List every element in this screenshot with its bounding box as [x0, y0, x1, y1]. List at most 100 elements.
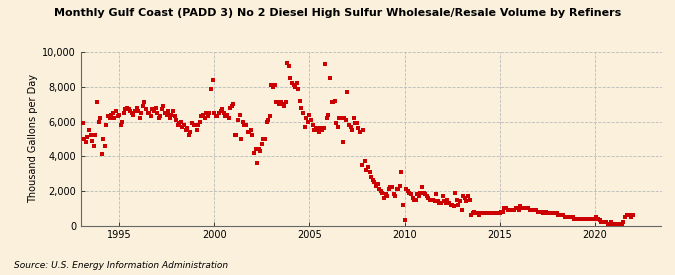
Point: [488, 211, 499, 216]
Point: [272, 100, 283, 105]
Point: [601, 220, 612, 224]
Point: [566, 214, 576, 219]
Point: [221, 112, 232, 117]
Point: [82, 135, 92, 139]
Point: [139, 100, 150, 105]
Point: [207, 78, 218, 82]
Point: [469, 210, 480, 214]
Point: [234, 112, 245, 117]
Point: [521, 206, 532, 210]
Point: [128, 112, 139, 117]
Point: [166, 112, 177, 117]
Point: [518, 206, 529, 210]
Point: [317, 128, 327, 132]
Point: [560, 214, 570, 219]
Point: [461, 199, 472, 204]
Point: [350, 121, 361, 125]
Point: [320, 62, 331, 67]
Point: [466, 213, 477, 217]
Point: [439, 199, 450, 204]
Point: [389, 194, 400, 198]
Point: [367, 178, 378, 183]
Point: [148, 109, 159, 113]
Point: [385, 185, 396, 189]
Point: [293, 86, 304, 91]
Point: [550, 211, 561, 216]
Point: [201, 111, 212, 115]
Point: [191, 128, 202, 132]
Point: [310, 126, 321, 131]
Point: [607, 222, 618, 226]
Point: [155, 114, 166, 119]
Point: [157, 107, 167, 112]
Point: [85, 133, 96, 138]
Point: [453, 202, 464, 207]
Point: [291, 81, 302, 86]
Point: [199, 116, 210, 120]
Point: [144, 111, 155, 115]
Point: [247, 133, 258, 138]
Point: [587, 216, 597, 221]
Point: [616, 222, 627, 226]
Point: [145, 114, 156, 119]
Point: [126, 111, 137, 115]
Point: [299, 125, 310, 129]
Point: [501, 206, 512, 210]
Point: [260, 137, 271, 141]
Point: [308, 128, 319, 132]
Point: [153, 116, 164, 120]
Point: [177, 125, 188, 129]
Point: [602, 222, 613, 226]
Point: [507, 208, 518, 212]
Point: [489, 211, 500, 216]
Point: [91, 100, 102, 105]
Point: [285, 76, 296, 80]
Point: [406, 192, 416, 197]
Point: [497, 210, 508, 214]
Point: [348, 116, 359, 120]
Point: [499, 206, 510, 210]
Point: [418, 190, 429, 195]
Point: [339, 116, 350, 120]
Point: [467, 211, 478, 216]
Point: [543, 211, 554, 216]
Point: [267, 85, 278, 89]
Point: [244, 130, 254, 134]
Point: [553, 213, 564, 217]
Point: [99, 144, 110, 148]
Point: [510, 206, 521, 210]
Point: [172, 123, 183, 127]
Point: [380, 192, 391, 197]
Point: [462, 194, 473, 198]
Point: [452, 197, 462, 202]
Point: [561, 214, 572, 219]
Point: [328, 100, 339, 105]
Point: [239, 123, 250, 127]
Point: [252, 161, 263, 165]
Point: [496, 210, 507, 214]
Point: [333, 125, 344, 129]
Point: [623, 213, 634, 217]
Point: [147, 107, 158, 112]
Point: [220, 114, 231, 119]
Point: [512, 206, 522, 210]
Point: [556, 213, 567, 217]
Point: [515, 204, 526, 209]
Point: [163, 109, 173, 113]
Point: [558, 213, 568, 217]
Point: [514, 208, 524, 212]
Point: [481, 211, 492, 216]
Point: [574, 216, 585, 221]
Point: [158, 104, 169, 108]
Point: [296, 106, 307, 110]
Point: [520, 206, 531, 210]
Point: [96, 152, 107, 157]
Point: [204, 111, 215, 115]
Point: [423, 196, 434, 200]
Point: [394, 183, 405, 188]
Point: [415, 190, 426, 195]
Point: [263, 118, 273, 122]
Point: [588, 216, 599, 221]
Point: [265, 114, 275, 119]
Text: Monthly Gulf Coast (PADD 3) No 2 Diesel High Sulfur Wholesale/Resale Volume by R: Monthly Gulf Coast (PADD 3) No 2 Diesel …: [54, 8, 621, 18]
